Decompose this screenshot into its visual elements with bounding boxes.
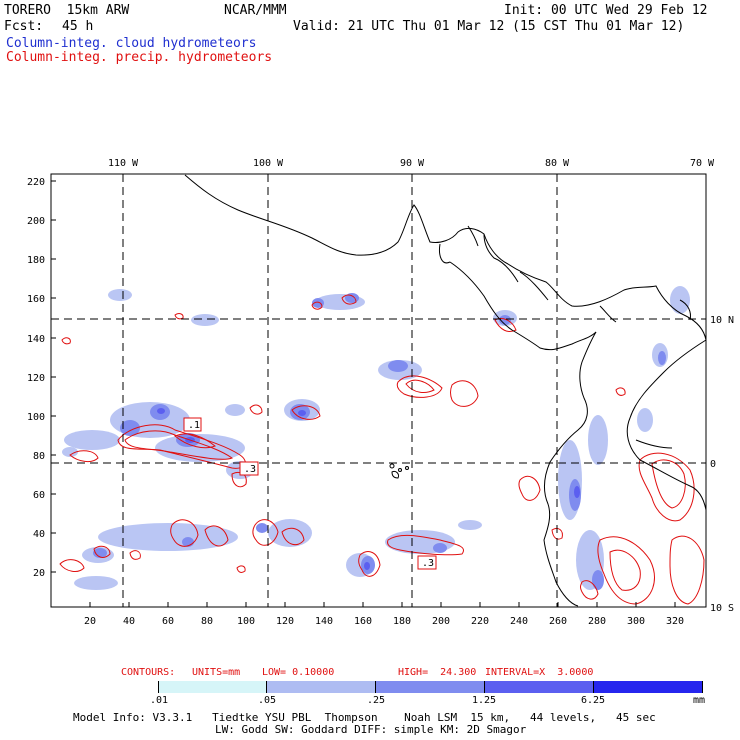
- colorbar-segment: [159, 681, 267, 693]
- x-tick-label: 220: [471, 616, 489, 627]
- valid-time: Valid: 21 UTC Thu 01 Mar 12 (15 CST Thu …: [293, 19, 685, 34]
- x-tick-label: 120: [276, 616, 294, 627]
- contour-low: LOW= 0.10000: [262, 667, 335, 678]
- colorbar-segment: [594, 681, 703, 693]
- x-tick-label: 140: [315, 616, 333, 627]
- y-tick-label: 200: [27, 216, 45, 227]
- colorbar-label: .01: [150, 695, 169, 706]
- lat-label: 0: [710, 459, 716, 470]
- box-label-1: .1: [188, 420, 200, 431]
- x-tick-label: 160: [354, 616, 372, 627]
- colorbar-segment: [51, 681, 159, 693]
- y-tick-label: 220: [27, 177, 45, 188]
- lon-label: 80 W: [545, 158, 570, 169]
- lat-label: 10 S: [710, 603, 734, 614]
- colorbar-segment: [267, 681, 376, 693]
- x-tick-label: 40: [123, 616, 135, 627]
- galapagos-islands: [389, 463, 409, 479]
- latitude-labels: 10 N 0 10 S: [710, 315, 734, 614]
- y-tick-label: 60: [33, 490, 45, 501]
- lon-label: 70 W: [690, 158, 715, 169]
- colorbar-label: 6.25: [581, 695, 606, 706]
- forecast-hours: 45 h: [62, 19, 94, 34]
- x-tick-label: 100: [237, 616, 255, 627]
- colorbar-segment: [485, 681, 594, 693]
- contour-box-labels: .1 .3 .3: [183, 417, 437, 570]
- legend-precip-hydrometeors: Column-integ. precip. hydrometeors: [6, 50, 273, 65]
- map-frame: [50, 173, 707, 608]
- box-label-3: .3: [422, 558, 434, 569]
- contour-units: UNITS=mm: [192, 667, 241, 678]
- legend-cloud-hydrometeors: Column-integ. cloud hydrometeors: [6, 36, 257, 51]
- y-tick-label: 180: [27, 255, 45, 266]
- x-tick-label: 60: [162, 616, 174, 627]
- precip-hydrometeor-contours: [59, 294, 705, 605]
- axis-ticks: [51, 180, 676, 607]
- x-tick-label: 260: [549, 616, 567, 627]
- lon-label: 100 W: [253, 158, 284, 169]
- physics-info: LW: Godd SW: Goddard DIFF: simple KM: 2D…: [215, 723, 527, 736]
- lat-label: 10 N: [710, 315, 734, 326]
- forecast-label: Fcst:: [4, 19, 44, 34]
- colorbar-label: .25: [367, 695, 386, 706]
- y-tick-label: 160: [27, 294, 45, 305]
- y-tick-label: 40: [33, 529, 45, 540]
- y-tick-label: 100: [27, 412, 45, 423]
- cloud-hydrometeor-shading: [62, 286, 690, 590]
- contour-prefix: CONTOURS:: [121, 667, 176, 678]
- y-tick-label: 140: [27, 334, 45, 345]
- x-tick-labels: 20 40 60 80 100 120 140 160 180 200 220 …: [84, 616, 684, 627]
- lon-label: 90 W: [400, 158, 425, 169]
- x-tick-label: 300: [627, 616, 645, 627]
- contour-high: HIGH= 24.300: [398, 667, 477, 678]
- box-label-2: .3: [244, 464, 256, 475]
- graticule: [51, 174, 706, 607]
- colorbar-label: 1.25: [472, 695, 497, 706]
- y-tick-label: 20: [33, 568, 45, 579]
- x-tick-label: 80: [201, 616, 213, 627]
- contour-interval: INTERVAL=X 3.0000: [485, 667, 594, 678]
- x-tick-label: 200: [432, 616, 450, 627]
- model-title: TORERO 15km ARW: [4, 3, 130, 18]
- model-info: Model Info: V3.3.1 Tiedtke YSU PBL Thomp…: [73, 711, 656, 724]
- lon-label: 110 W: [108, 158, 139, 169]
- x-tick-label: 280: [588, 616, 606, 627]
- colorbar-segment: [376, 681, 485, 693]
- x-tick-label: 20: [84, 616, 96, 627]
- longitude-labels: 110 W 100 W 90 W 80 W 70 W: [108, 158, 715, 169]
- colorbar-label: .05: [258, 695, 277, 706]
- x-tick-label: 180: [393, 616, 411, 627]
- colorbar-unit: mm: [693, 695, 706, 706]
- org-label: NCAR/MMM: [224, 3, 287, 18]
- coastlines: [184, 174, 707, 607]
- init-time: Init: 00 UTC Wed 29 Feb 12: [504, 3, 708, 18]
- x-tick-label: 240: [510, 616, 528, 627]
- y-tick-labels: 220 200 180 160 140 120 100 80 60 40 20: [27, 177, 45, 579]
- y-tick-label: 120: [27, 373, 45, 384]
- y-tick-label: 80: [33, 451, 45, 462]
- x-tick-label: 320: [666, 616, 684, 627]
